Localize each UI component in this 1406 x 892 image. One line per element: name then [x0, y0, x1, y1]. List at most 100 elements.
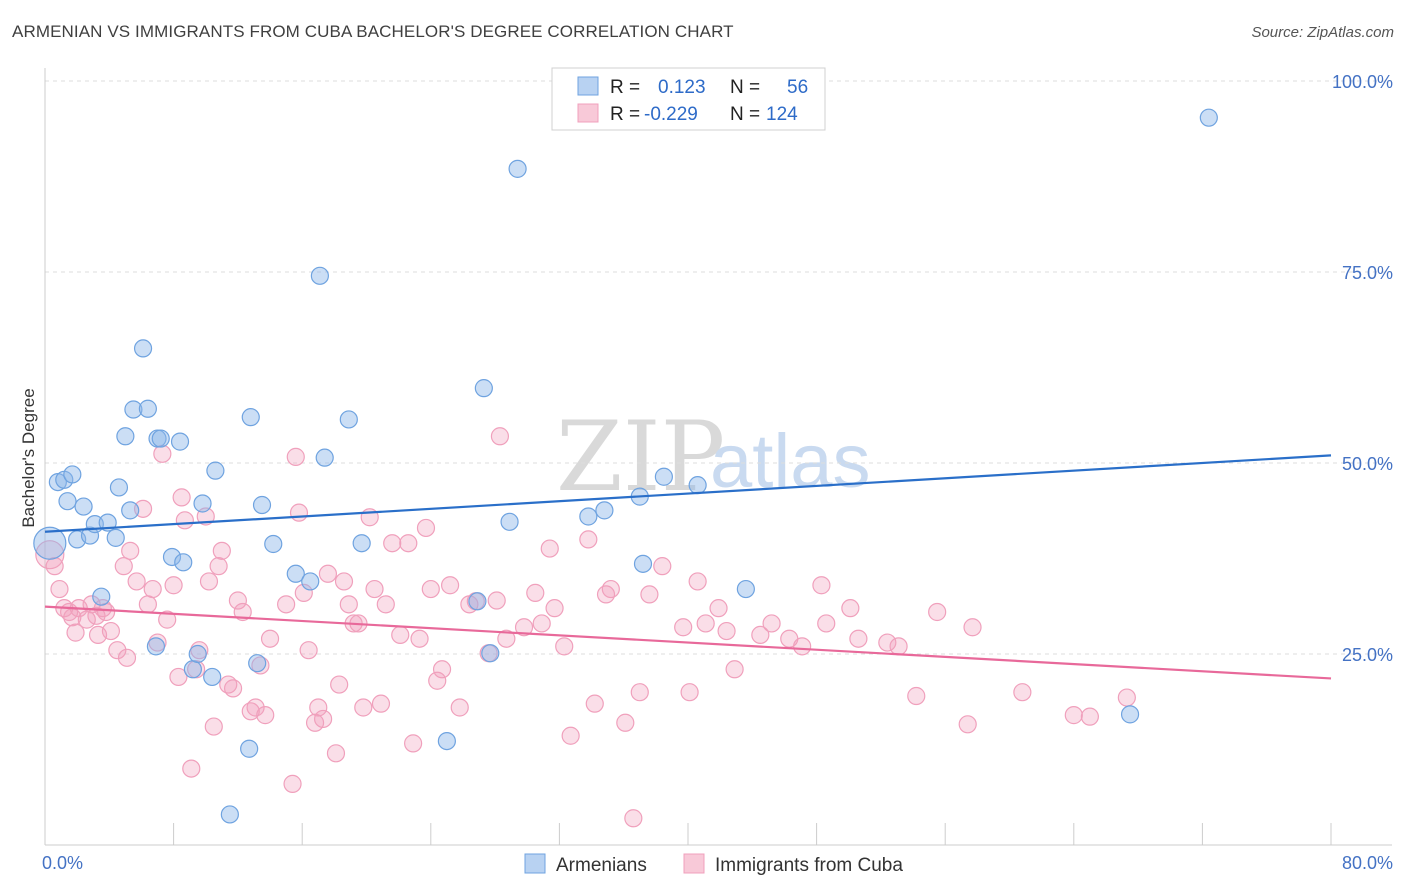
- cuba-point: [680, 683, 699, 702]
- cuba-point: [199, 572, 219, 591]
- y-tick-labels: 100.0% 75.0% 50.0% 25.0%: [1332, 72, 1393, 665]
- cuba-point: [497, 629, 516, 648]
- cuba-point: [330, 675, 349, 694]
- cuba-point: [601, 579, 620, 599]
- legend-r-value: -0.229: [644, 104, 698, 125]
- watermark-zip: ZIP: [556, 401, 725, 513]
- cuba-point: [404, 734, 423, 753]
- y-tick-label: 25.0%: [1342, 645, 1393, 665]
- cuba-point: [251, 656, 270, 675]
- legend-n-value: 56: [787, 77, 808, 98]
- trend-lines: [44, 454, 1332, 680]
- cuba-point: [383, 534, 402, 553]
- cuba-point: [117, 648, 137, 667]
- cuba-point: [294, 583, 313, 602]
- armenians-point: [1120, 705, 1140, 724]
- legend: R = 0.123 N = 56 R = -0.229 N = 124: [551, 67, 826, 131]
- cuba-point: [928, 602, 947, 622]
- armenians-point: [188, 644, 207, 664]
- cuba-point: [45, 557, 64, 576]
- cuba-point: [653, 557, 672, 576]
- legend-swatch-cuba: [577, 103, 599, 123]
- armenians-point: [106, 528, 125, 547]
- cuba-point: [878, 633, 897, 652]
- armenians-point: [474, 379, 493, 398]
- x-tick-label: 80.0%: [1342, 853, 1393, 873]
- cuba-point: [958, 715, 977, 734]
- cuba-point: [793, 637, 812, 656]
- cuba-point: [96, 602, 116, 622]
- source-label: Source: ZipAtlas.com: [1251, 24, 1394, 41]
- cuba-point: [376, 595, 395, 614]
- armenians-point: [240, 739, 259, 758]
- cuba-point: [717, 621, 736, 641]
- cuba-point: [365, 579, 384, 599]
- legend-swatch-armenians: [577, 76, 599, 96]
- cuba-point: [421, 579, 440, 599]
- cuba-point: [277, 595, 296, 614]
- cuba-point: [490, 427, 510, 446]
- cuba-point: [66, 623, 85, 642]
- cuba-point: [283, 774, 302, 793]
- cuba-point: [889, 637, 908, 656]
- armenians-point: [220, 805, 239, 824]
- cuba-point: [260, 629, 280, 648]
- armenians-point: [33, 526, 67, 560]
- armenians-point: [170, 432, 190, 451]
- armenians-point: [437, 731, 456, 751]
- armenians-point: [124, 400, 143, 419]
- armenians-point: [206, 461, 225, 480]
- cuba-point: [339, 595, 358, 614]
- cuba-point: [709, 599, 728, 618]
- armenians-point: [595, 501, 614, 520]
- cuba-point: [561, 726, 580, 745]
- cuba-point: [841, 599, 860, 618]
- armenians-point: [74, 497, 93, 516]
- cuba-point: [579, 530, 598, 549]
- cuba-point: [1080, 707, 1099, 726]
- x-tick-label: 0.0%: [42, 853, 83, 873]
- armenians-point: [193, 494, 212, 513]
- armenians-point: [252, 495, 272, 515]
- armenians-point: [688, 476, 707, 495]
- armenians-point: [310, 266, 329, 285]
- armenians-point: [264, 534, 283, 554]
- bottom-legend-swatch-armenians: [524, 853, 546, 874]
- armenians-point: [121, 501, 140, 520]
- armenians-point: [286, 564, 305, 583]
- armenians-point: [162, 547, 182, 567]
- cuba-point: [812, 576, 831, 595]
- armenians-point: [109, 478, 129, 497]
- cuba-point: [596, 585, 616, 604]
- legend-n-label: N =: [730, 77, 760, 98]
- bottom-legend-swatch-cuba: [683, 853, 705, 874]
- cuba-point: [50, 579, 69, 599]
- bottom-legend-cuba: Immigrants from Cuba: [715, 855, 903, 876]
- y-tick-label: 100.0%: [1332, 72, 1393, 92]
- cuba-point: [114, 557, 133, 576]
- cuba-point: [532, 614, 551, 633]
- cuba-point: [428, 671, 447, 690]
- legend-n-value: 124: [766, 104, 798, 125]
- cuba-point: [963, 618, 982, 637]
- cuba-point: [545, 599, 564, 618]
- armenians-point: [481, 644, 500, 663]
- armenians-point: [352, 534, 371, 553]
- cuba-point: [108, 641, 127, 660]
- y-axis-label: Bachelor's Degree: [19, 388, 38, 527]
- cuba-point: [35, 540, 65, 570]
- cuba-point: [246, 698, 265, 717]
- armenians-point: [579, 507, 598, 526]
- legend-n-label: N =: [730, 104, 760, 125]
- cuba-point: [585, 694, 604, 713]
- armenians-trend-line: [44, 454, 1332, 533]
- cuba-point: [334, 572, 354, 591]
- cuba-point: [514, 618, 534, 637]
- cuba-point: [762, 614, 781, 633]
- cuba-point: [391, 625, 410, 645]
- cuba-point: [640, 585, 659, 604]
- armenians-point: [63, 465, 82, 484]
- cuba-point: [1064, 706, 1083, 725]
- cuba-point: [817, 614, 836, 633]
- cuba-point: [410, 629, 429, 648]
